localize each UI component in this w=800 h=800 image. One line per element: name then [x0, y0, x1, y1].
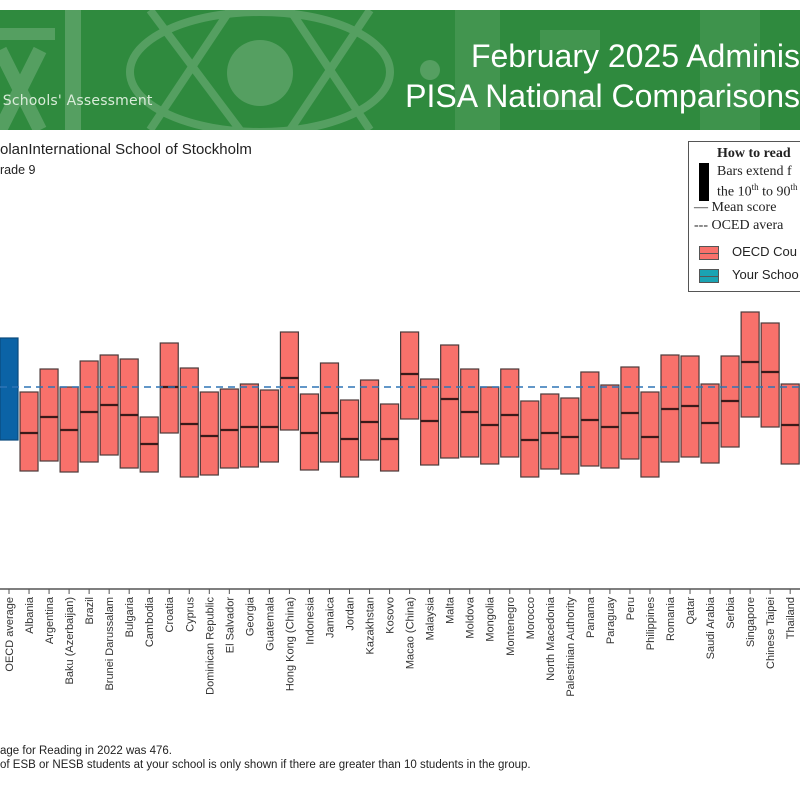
x-label-panama: Panama — [585, 596, 597, 638]
report-title-line1: February 2025 Adminis — [470, 38, 800, 74]
x-label-macao-china: Macao (China) — [405, 597, 417, 669]
x-label-moldova: Moldova — [465, 596, 477, 638]
footnote-oecd-average: age for Reading in 2022 was 476. — [0, 745, 172, 757]
bar-hong-kong-china — [279, 331, 300, 431]
x-label-chinese-taipei: Chinese Taipei — [765, 597, 777, 669]
bar-singapore — [740, 311, 760, 418]
bar-dominican-republic — [199, 391, 219, 476]
x-label-jordan: Jordan — [345, 597, 357, 631]
bar-kazakhstan — [359, 379, 380, 461]
x-label-jamaica: Jamaica — [324, 596, 336, 638]
x-label-morocco: Morocco — [525, 597, 537, 639]
legend-oecd-countries: OECD Cou — [732, 244, 798, 259]
bar-bulgaria — [119, 358, 139, 469]
x-label-mongolia: Mongolia — [485, 596, 497, 642]
bar-north-macedonia — [540, 393, 560, 470]
x-label-kosovo: Kosovo — [385, 597, 397, 634]
bar-malta — [440, 344, 460, 459]
x-label-palestinian-authority: Palestinian Authority — [565, 597, 577, 697]
x-label-el-salvador: El Salvador — [224, 597, 236, 654]
x-label-hong-kong-china: Hong Kong (China) — [284, 597, 296, 691]
bars-group — [0, 311, 800, 478]
x-label-singapore: Singapore — [745, 597, 757, 647]
organization-name: l Schools' Assessment — [0, 93, 153, 109]
bar-philippines — [640, 391, 660, 478]
x-label-kazakhstan: Kazakhstan — [365, 597, 377, 654]
legend-sup1: th — [751, 182, 759, 192]
x-label-brunei-darussalam: Brunei Darussalam — [104, 597, 116, 691]
legend-oced-average: --- OCED avera — [694, 218, 784, 233]
x-label-brazil: Brazil — [84, 597, 96, 625]
x-label-dominican-republic: Dominican Republic — [204, 597, 216, 695]
x-label-romania: Romania — [665, 596, 677, 641]
x-label-croatia: Croatia — [164, 596, 176, 632]
x-label-philippines: Philippines — [645, 597, 657, 651]
x-label-peru: Peru — [625, 597, 637, 620]
bar-chinese-taipei — [760, 322, 780, 428]
x-label-indonesia: Indonesia — [304, 596, 316, 645]
x-label-bulgaria: Bulgaria — [124, 596, 136, 637]
bar-georgia — [239, 383, 259, 468]
x-label-albania: Albania — [24, 596, 36, 634]
bar-montenegro — [500, 368, 520, 458]
legend-percentile-mid: to 90 — [758, 184, 791, 200]
footnote-esb-nesb: of ESB or NESB students at your school i… — [0, 759, 531, 771]
legend-mean-score: — Mean score — [694, 200, 777, 215]
bar-el-salvador — [219, 388, 239, 469]
legend-bars-text: Bars extend f — [717, 164, 792, 179]
bar-macao-china — [400, 331, 420, 420]
school-name: olanInternational School of Stockholm — [0, 141, 252, 158]
x-label-qatar: Qatar — [685, 597, 697, 625]
legend-sup2: th — [790, 182, 798, 192]
x-label-paraguay: Paraguay — [605, 597, 617, 645]
bar-cyprus — [179, 367, 199, 478]
legend-percentile-pre: the 10 — [717, 184, 752, 200]
bar-kosovo — [379, 403, 400, 472]
x-label-saudi-arabia: Saudi Arabia — [705, 596, 717, 659]
bar-oecd-average — [0, 337, 19, 441]
legend: How to read Bars extend f the 10th to 90… — [688, 141, 800, 292]
x-label-baku-azerbaijan: Baku (Azerbaijan) — [64, 597, 76, 684]
oecd-country-swatch-icon — [699, 242, 719, 264]
legend-title: How to read — [717, 146, 791, 161]
x-label-guatemala: Guatemala — [264, 596, 276, 651]
chart: OECD average Albania Argentina Baku (Azerba… — [0, 311, 800, 697]
x-label-montenegro: Montenegro — [505, 597, 517, 656]
x-label-malaysia: Malaysia — [425, 596, 437, 640]
x-label-thailand: Thailand — [785, 597, 797, 639]
x-label-malta: Malta — [445, 596, 457, 624]
legend-percentile-text: the 10th to 90th — [717, 182, 798, 201]
x-label-argentina: Argentina — [44, 596, 56, 644]
x-label-cambodia: Cambodia — [144, 596, 156, 647]
x-label-serbia: Serbia — [725, 596, 737, 629]
your-school-swatch-icon — [699, 265, 719, 287]
x-label-georgia: Georgia — [244, 596, 256, 636]
x-label-cyprus: Cyprus — [184, 597, 196, 632]
bar-argentina — [39, 368, 59, 462]
bar-albania — [19, 391, 39, 472]
x-labels-group: OECD average Albania Argentina Baku (Azerba… — [4, 596, 797, 697]
x-label-oecd-average: OECD average — [4, 597, 16, 672]
range-bar-icon — [699, 163, 709, 201]
legend-your-school: Your Schoo — [732, 267, 799, 282]
report-title-line2: PISA National Comparisons — [405, 78, 800, 114]
header-banner: l Schools' Assessment February 2025 Admi… — [0, 10, 800, 130]
x-label-north-macedonia: North Macedonia — [545, 596, 557, 681]
banner-decoration-icon — [0, 10, 760, 130]
grade-label: rade 9 — [0, 163, 36, 177]
x-ticks-group — [8, 589, 791, 594]
